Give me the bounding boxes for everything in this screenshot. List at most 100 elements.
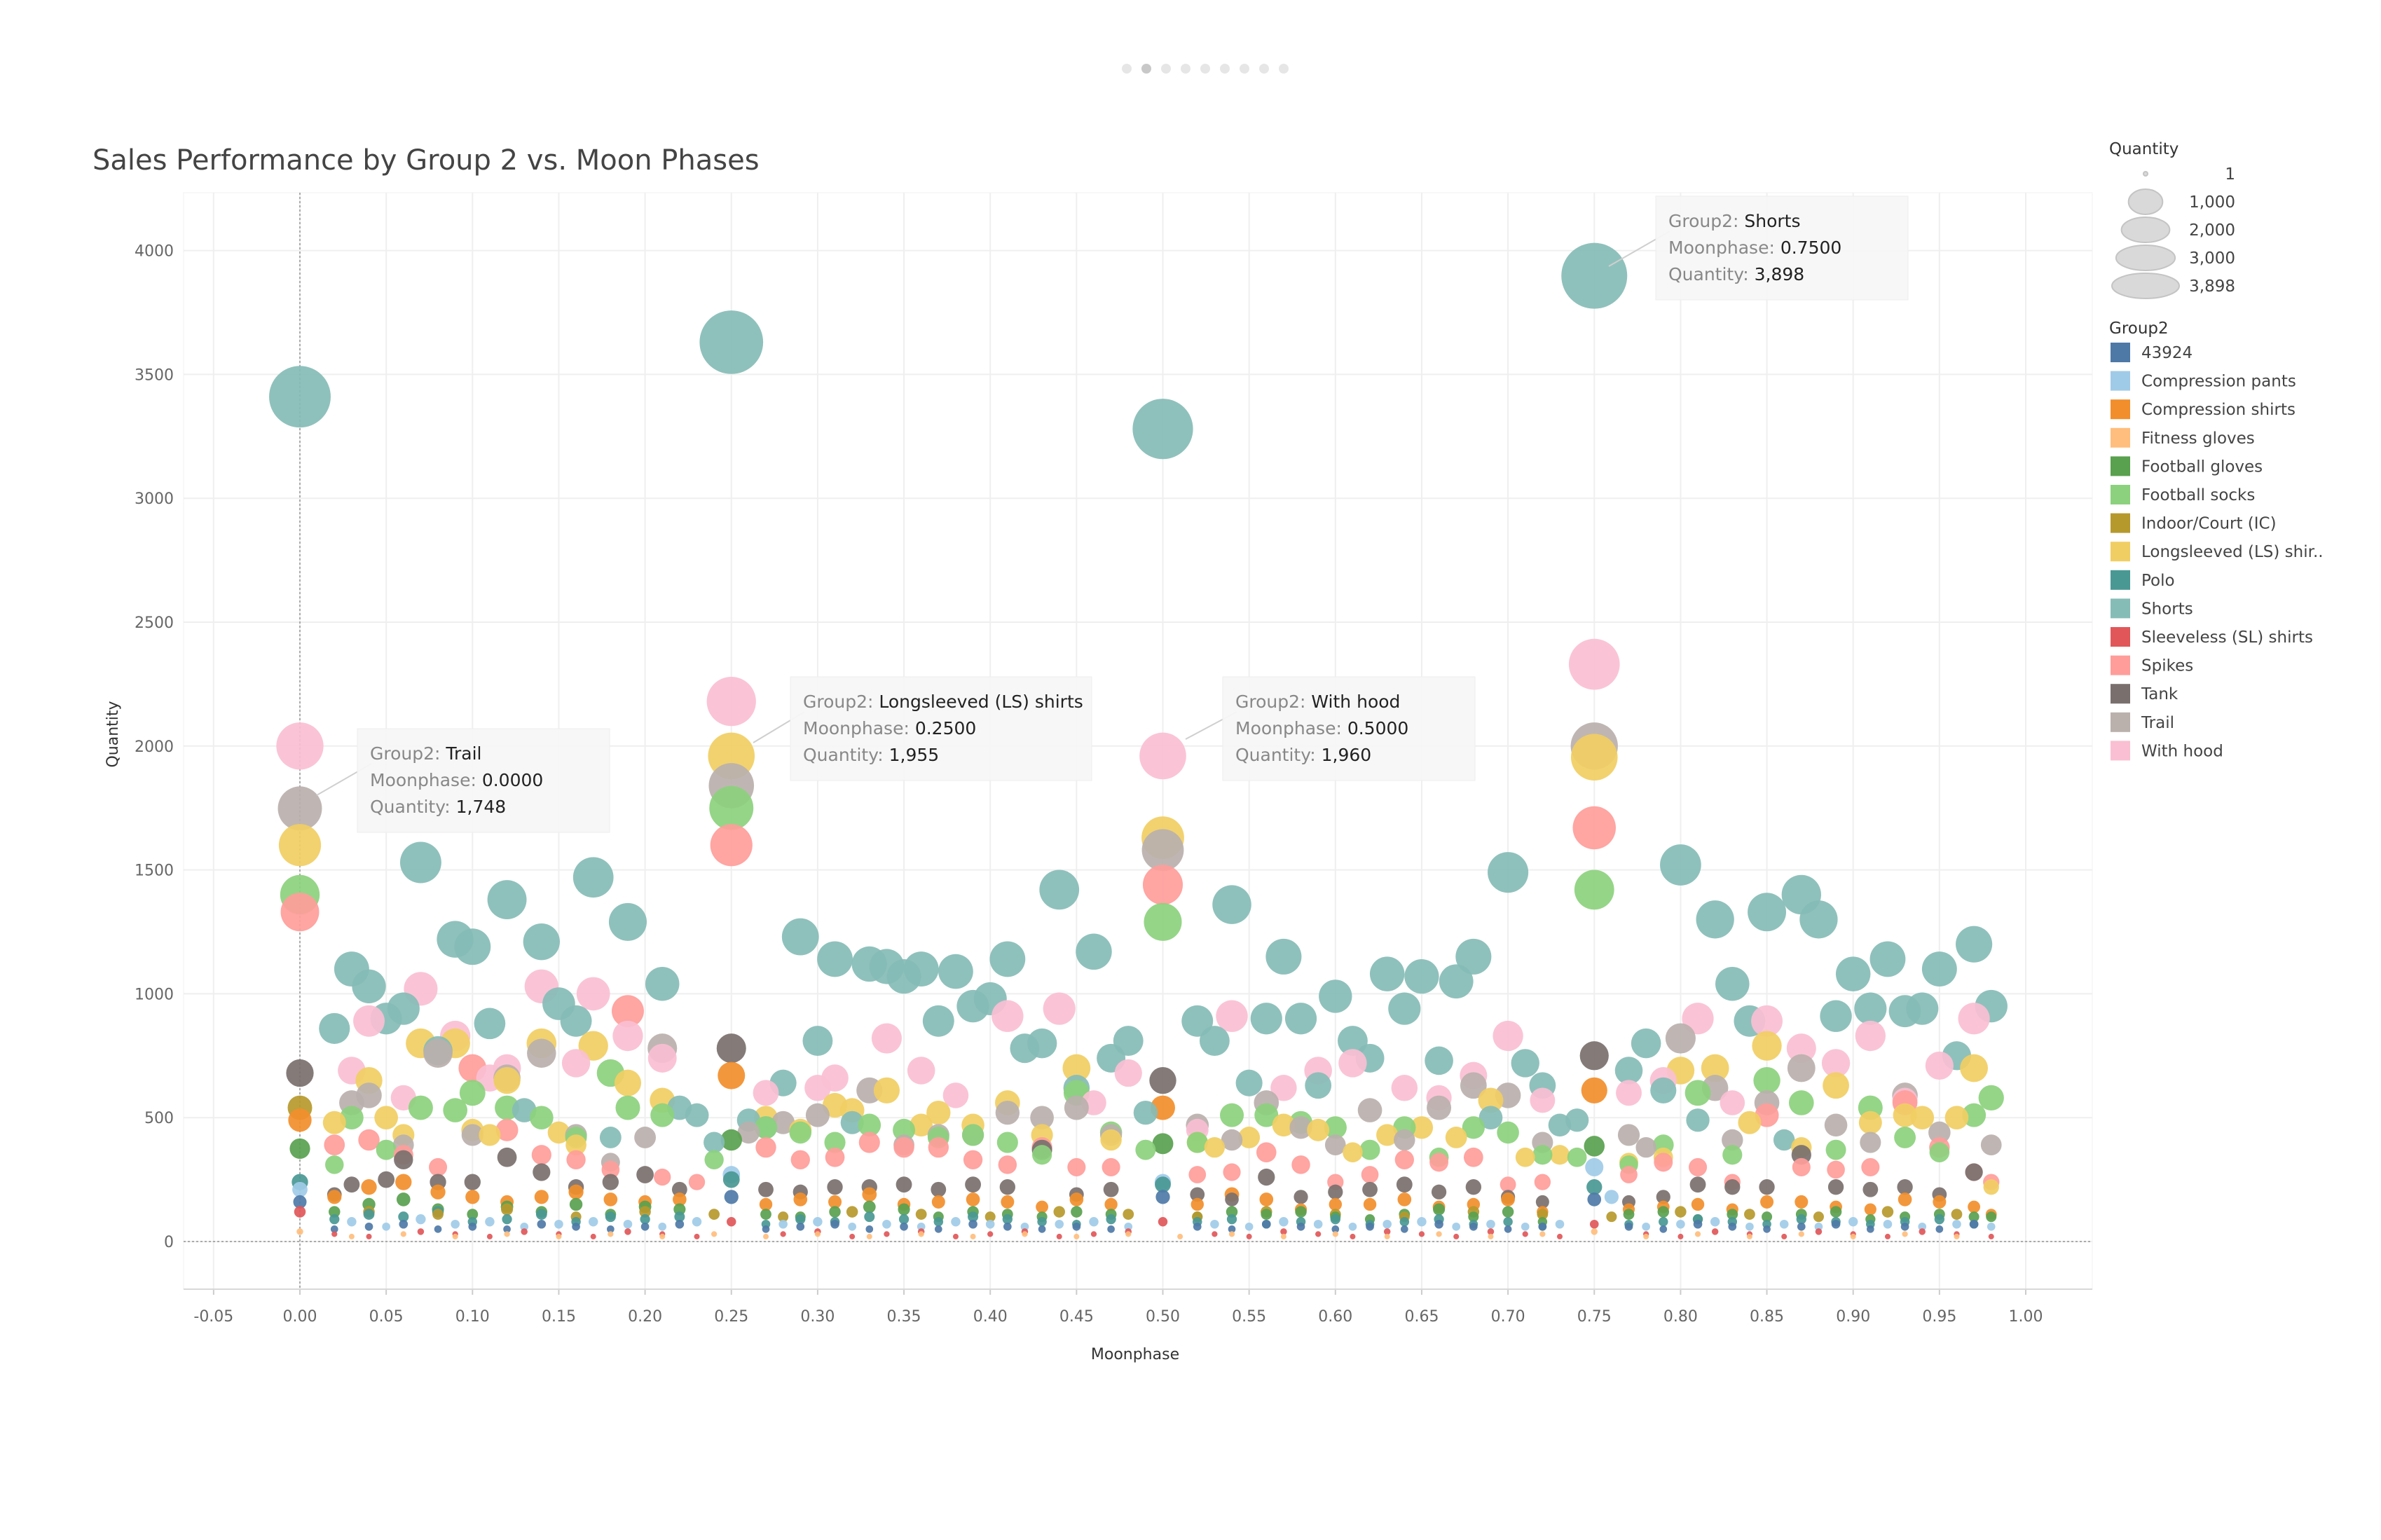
data-point[interactable] <box>753 1080 779 1106</box>
data-point[interactable] <box>521 1228 528 1235</box>
data-point[interactable] <box>1884 1233 1891 1239</box>
data-point[interactable] <box>917 1222 926 1231</box>
page-dot[interactable] <box>1161 64 1171 74</box>
data-point[interactable] <box>862 1187 877 1202</box>
data-point[interactable] <box>1296 1222 1305 1231</box>
data-point[interactable] <box>931 1181 947 1197</box>
data-point[interactable] <box>858 1113 881 1137</box>
data-point[interactable] <box>1155 1190 1170 1204</box>
data-point[interactable] <box>849 1233 856 1239</box>
data-point[interactable] <box>991 1000 1024 1032</box>
data-point[interactable] <box>759 1197 773 1211</box>
data-point[interactable] <box>1781 1233 1788 1239</box>
page-dot[interactable] <box>1141 64 1151 74</box>
data-point[interactable] <box>760 1209 771 1220</box>
data-point[interactable] <box>1689 1176 1706 1193</box>
data-point[interactable] <box>1376 1124 1399 1146</box>
data-point[interactable] <box>500 1203 514 1216</box>
data-point[interactable] <box>1616 1080 1642 1106</box>
data-point[interactable] <box>493 1066 521 1094</box>
data-point[interactable] <box>1366 1222 1374 1231</box>
data-point[interactable] <box>1746 1233 1752 1239</box>
data-point[interactable] <box>1980 1134 2002 1155</box>
data-point[interactable] <box>1038 1225 1046 1233</box>
data-point[interactable] <box>1369 956 1405 991</box>
data-point[interactable] <box>278 824 322 867</box>
data-point[interactable] <box>289 1138 310 1159</box>
data-point[interactable] <box>276 722 324 770</box>
data-point[interactable] <box>1635 1136 1656 1158</box>
data-point[interactable] <box>1570 734 1618 781</box>
data-point[interactable] <box>674 1211 685 1223</box>
data-point[interactable] <box>1850 1233 1856 1239</box>
data-point[interactable] <box>1497 1121 1519 1144</box>
data-point[interactable] <box>1284 1003 1317 1035</box>
data-point[interactable] <box>534 1190 549 1204</box>
data-point[interactable] <box>830 1219 839 1229</box>
data-point[interactable] <box>429 1157 448 1176</box>
data-point[interactable] <box>1786 1033 1816 1064</box>
data-point[interactable] <box>614 1069 642 1096</box>
data-point[interactable] <box>1329 1197 1343 1211</box>
data-point[interactable] <box>1399 1216 1410 1227</box>
data-point[interactable] <box>527 1038 556 1068</box>
data-point[interactable] <box>1226 1206 1238 1218</box>
data-point[interactable] <box>1478 1106 1503 1130</box>
data-point[interactable] <box>1244 1222 1254 1231</box>
data-point[interactable] <box>1043 992 1076 1025</box>
data-point[interactable] <box>1313 1219 1323 1229</box>
data-point[interactable] <box>1076 933 1112 970</box>
data-point[interactable] <box>520 1222 529 1231</box>
data-point[interactable] <box>737 1121 760 1144</box>
data-point[interactable] <box>1954 1233 1960 1239</box>
data-point[interactable] <box>1831 1219 1841 1229</box>
data-point[interactable] <box>1305 1072 1332 1099</box>
data-point[interactable] <box>624 1228 631 1235</box>
data-point[interactable] <box>1394 1129 1415 1151</box>
data-point[interactable] <box>1037 1216 1047 1227</box>
legend-item[interactable]: 43924 <box>2111 343 2193 362</box>
data-point[interactable] <box>754 1116 778 1139</box>
data-point[interactable] <box>1623 1209 1635 1220</box>
data-point[interactable] <box>324 1134 345 1155</box>
data-point[interactable] <box>572 857 614 898</box>
data-point[interactable] <box>1589 1219 1599 1229</box>
data-point[interactable] <box>1762 1211 1773 1223</box>
data-point[interactable] <box>1561 242 1628 309</box>
data-point[interactable] <box>292 1181 308 1197</box>
color-legend[interactable]: Group2 43924 Compression pants Compression… <box>2109 319 2324 761</box>
data-point[interactable] <box>1797 1222 1806 1231</box>
data-point[interactable] <box>1745 1222 1754 1231</box>
data-point[interactable] <box>560 1005 592 1037</box>
data-point[interactable] <box>893 1118 916 1141</box>
data-point[interactable] <box>1688 1157 1708 1176</box>
data-point[interactable] <box>399 841 441 884</box>
data-point[interactable] <box>1787 1054 1816 1082</box>
data-point[interactable] <box>601 1160 620 1179</box>
data-point[interactable] <box>486 1233 493 1239</box>
data-point[interactable] <box>900 1222 908 1231</box>
data-point[interactable] <box>416 1214 426 1225</box>
data-point[interactable] <box>1053 1206 1065 1218</box>
data-point[interactable] <box>1228 1225 1236 1233</box>
data-point[interactable] <box>699 310 764 374</box>
data-point[interactable] <box>565 1134 586 1155</box>
legend-item[interactable]: Spikes <box>2111 655 2193 675</box>
data-point[interactable] <box>755 1136 776 1158</box>
data-point[interactable] <box>531 1145 551 1165</box>
data-point[interactable] <box>1279 1216 1289 1227</box>
data-point[interactable] <box>1864 1203 1876 1216</box>
data-point[interactable] <box>1468 1211 1479 1223</box>
data-point[interactable] <box>286 1059 314 1087</box>
data-point[interactable] <box>568 1184 584 1199</box>
data-point[interactable] <box>780 1231 786 1237</box>
data-point[interactable] <box>1751 1005 1783 1037</box>
data-point[interactable] <box>1295 1206 1307 1218</box>
data-point[interactable] <box>1951 1209 1963 1220</box>
data-point[interactable] <box>1556 1233 1563 1239</box>
data-point[interactable] <box>858 1132 880 1153</box>
data-point[interactable] <box>893 1136 914 1158</box>
data-point[interactable] <box>896 1176 912 1193</box>
data-point[interactable] <box>1738 1111 1762 1134</box>
data-point[interactable] <box>296 1228 303 1235</box>
